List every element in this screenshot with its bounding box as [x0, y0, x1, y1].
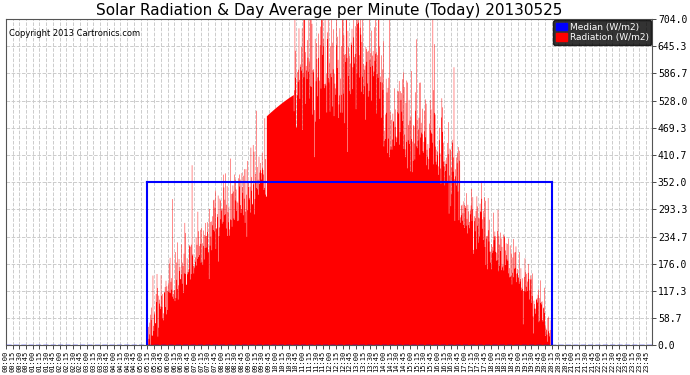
- Text: Copyright 2013 Cartronics.com: Copyright 2013 Cartronics.com: [9, 29, 140, 38]
- Legend: Median (W/m2), Radiation (W/m2): Median (W/m2), Radiation (W/m2): [553, 20, 651, 45]
- Title: Solar Radiation & Day Average per Minute (Today) 20130525: Solar Radiation & Day Average per Minute…: [96, 3, 562, 18]
